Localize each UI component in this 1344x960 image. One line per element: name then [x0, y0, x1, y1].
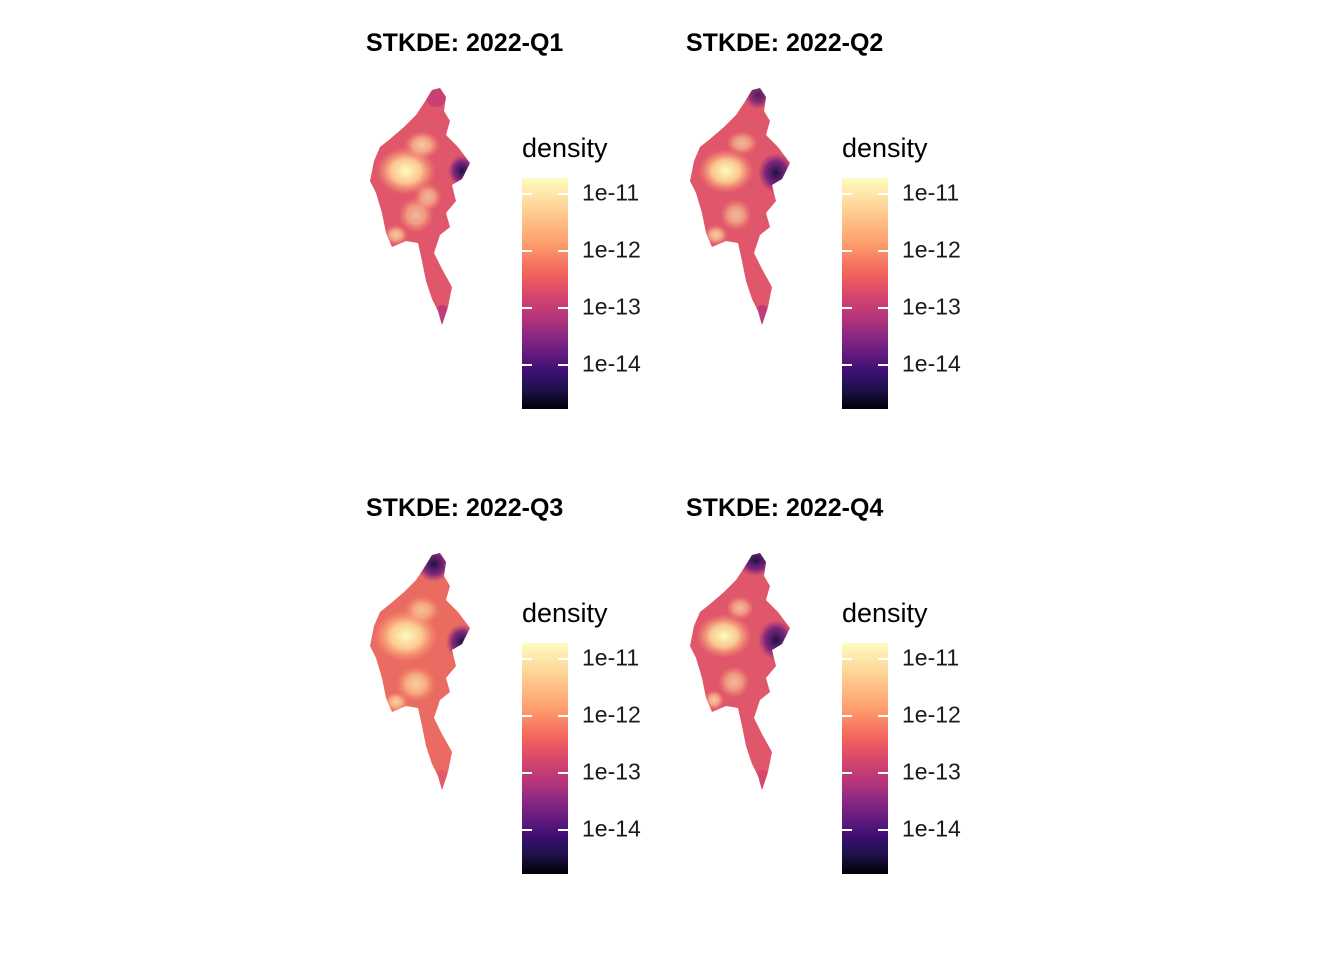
- legend-tick-label: 1e-13: [902, 293, 961, 320]
- density-map: [690, 88, 790, 325]
- legend-title: density: [842, 598, 928, 628]
- legend-tick-label: 1e-12: [582, 701, 641, 728]
- density-map: [690, 553, 790, 790]
- map-panel-q3: STKDE: 2022-Q3 density 1e-11 1e-12 1e-13…: [366, 470, 686, 935]
- density-map: [370, 88, 470, 325]
- legend-tick-label: 1e-12: [902, 701, 961, 728]
- legend-tick-label: 1e-13: [902, 758, 961, 785]
- legend-tick-label: 1e-11: [582, 179, 640, 206]
- legend-colorbar: [842, 643, 888, 874]
- legend-tick-label: 1e-14: [902, 815, 961, 842]
- legend-tick-label: 1e-11: [902, 179, 960, 206]
- legend-tick-label: 1e-13: [582, 293, 641, 320]
- panel-title: STKDE: 2022-Q3: [366, 494, 564, 522]
- legend-colorbar: [842, 178, 888, 409]
- legend-title: density: [522, 598, 608, 628]
- legend-tick-label: 1e-14: [582, 350, 641, 377]
- legend-title: density: [522, 133, 608, 163]
- panel-title: STKDE: 2022-Q2: [686, 29, 884, 57]
- panel-title: STKDE: 2022-Q1: [366, 29, 564, 57]
- legend-title: density: [842, 133, 928, 163]
- legend-tick-label: 1e-13: [582, 758, 641, 785]
- legend-tick-label: 1e-14: [582, 815, 641, 842]
- legend-tick-label: 1e-12: [902, 236, 961, 263]
- legend-colorbar: [522, 178, 568, 409]
- map-panel-q1: STKDE: 2022-Q1 density 1e-11 1e-12 1e-13…: [366, 5, 686, 470]
- map-panel-q4: STKDE: 2022-Q4 density 1e-11 1e-12 1e-13…: [686, 470, 1006, 935]
- legend-tick-label: 1e-11: [902, 644, 960, 671]
- legend-tick-label: 1e-12: [582, 236, 641, 263]
- legend-colorbar: [522, 643, 568, 874]
- density-map: [370, 553, 470, 790]
- map-panel-q2: STKDE: 2022-Q2 density 1e-11 1e-12 1e-13…: [686, 5, 1006, 470]
- panel-title: STKDE: 2022-Q4: [686, 494, 884, 522]
- legend-tick-label: 1e-14: [902, 350, 961, 377]
- legend-tick-label: 1e-11: [582, 644, 640, 671]
